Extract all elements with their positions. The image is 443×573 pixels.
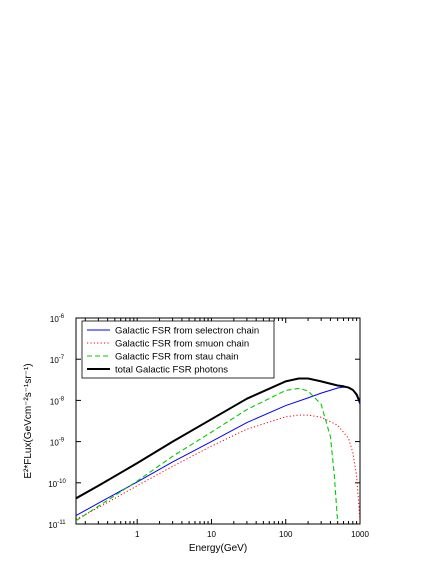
- legend: Galactic FSR from selectron chain Galacti…: [81, 320, 275, 379]
- tick-labels: 1 10 100 1000 10-11 10-10 10-9 10-8 10-7 10-6: [48, 314, 369, 539]
- y-axis-title: E²*FLux(GeVcm⁻²s⁻¹sr⁻¹): [23, 363, 34, 478]
- y-tick-label: 10-10: [48, 479, 66, 489]
- legend-box: [81, 320, 275, 379]
- x-tick-label: 1000: [351, 530, 369, 539]
- x-tick-label: 10: [207, 530, 216, 539]
- series-line-3: [76, 387, 339, 523]
- legend-label-2: Galactic FSR from smuon chain: [115, 339, 249, 350]
- y-tick-label: 10-7: [50, 355, 65, 365]
- x-tick-label: 1: [135, 530, 140, 539]
- y-tick-label: 10-9: [50, 438, 65, 448]
- y-tick-label: 10-8: [50, 396, 65, 406]
- legend-label-4: total Galactic FSR photons: [115, 365, 228, 376]
- series-line-4: [76, 377, 360, 500]
- series-lines: [76, 377, 360, 523]
- y-tick-label: 10-6: [50, 314, 65, 324]
- axis-ticks: [76, 317, 361, 525]
- x-tick-label: 100: [279, 530, 293, 539]
- x-axis-title: Energy(GeV): [189, 543, 247, 554]
- series-line-2: [76, 414, 360, 523]
- legend-label-1: Galactic FSR from selectron chain: [115, 326, 259, 337]
- legend-label-3: Galactic FSR from stau chain: [115, 352, 239, 363]
- y-tick-label: 10-11: [48, 520, 66, 530]
- plot-frame: [75, 317, 361, 525]
